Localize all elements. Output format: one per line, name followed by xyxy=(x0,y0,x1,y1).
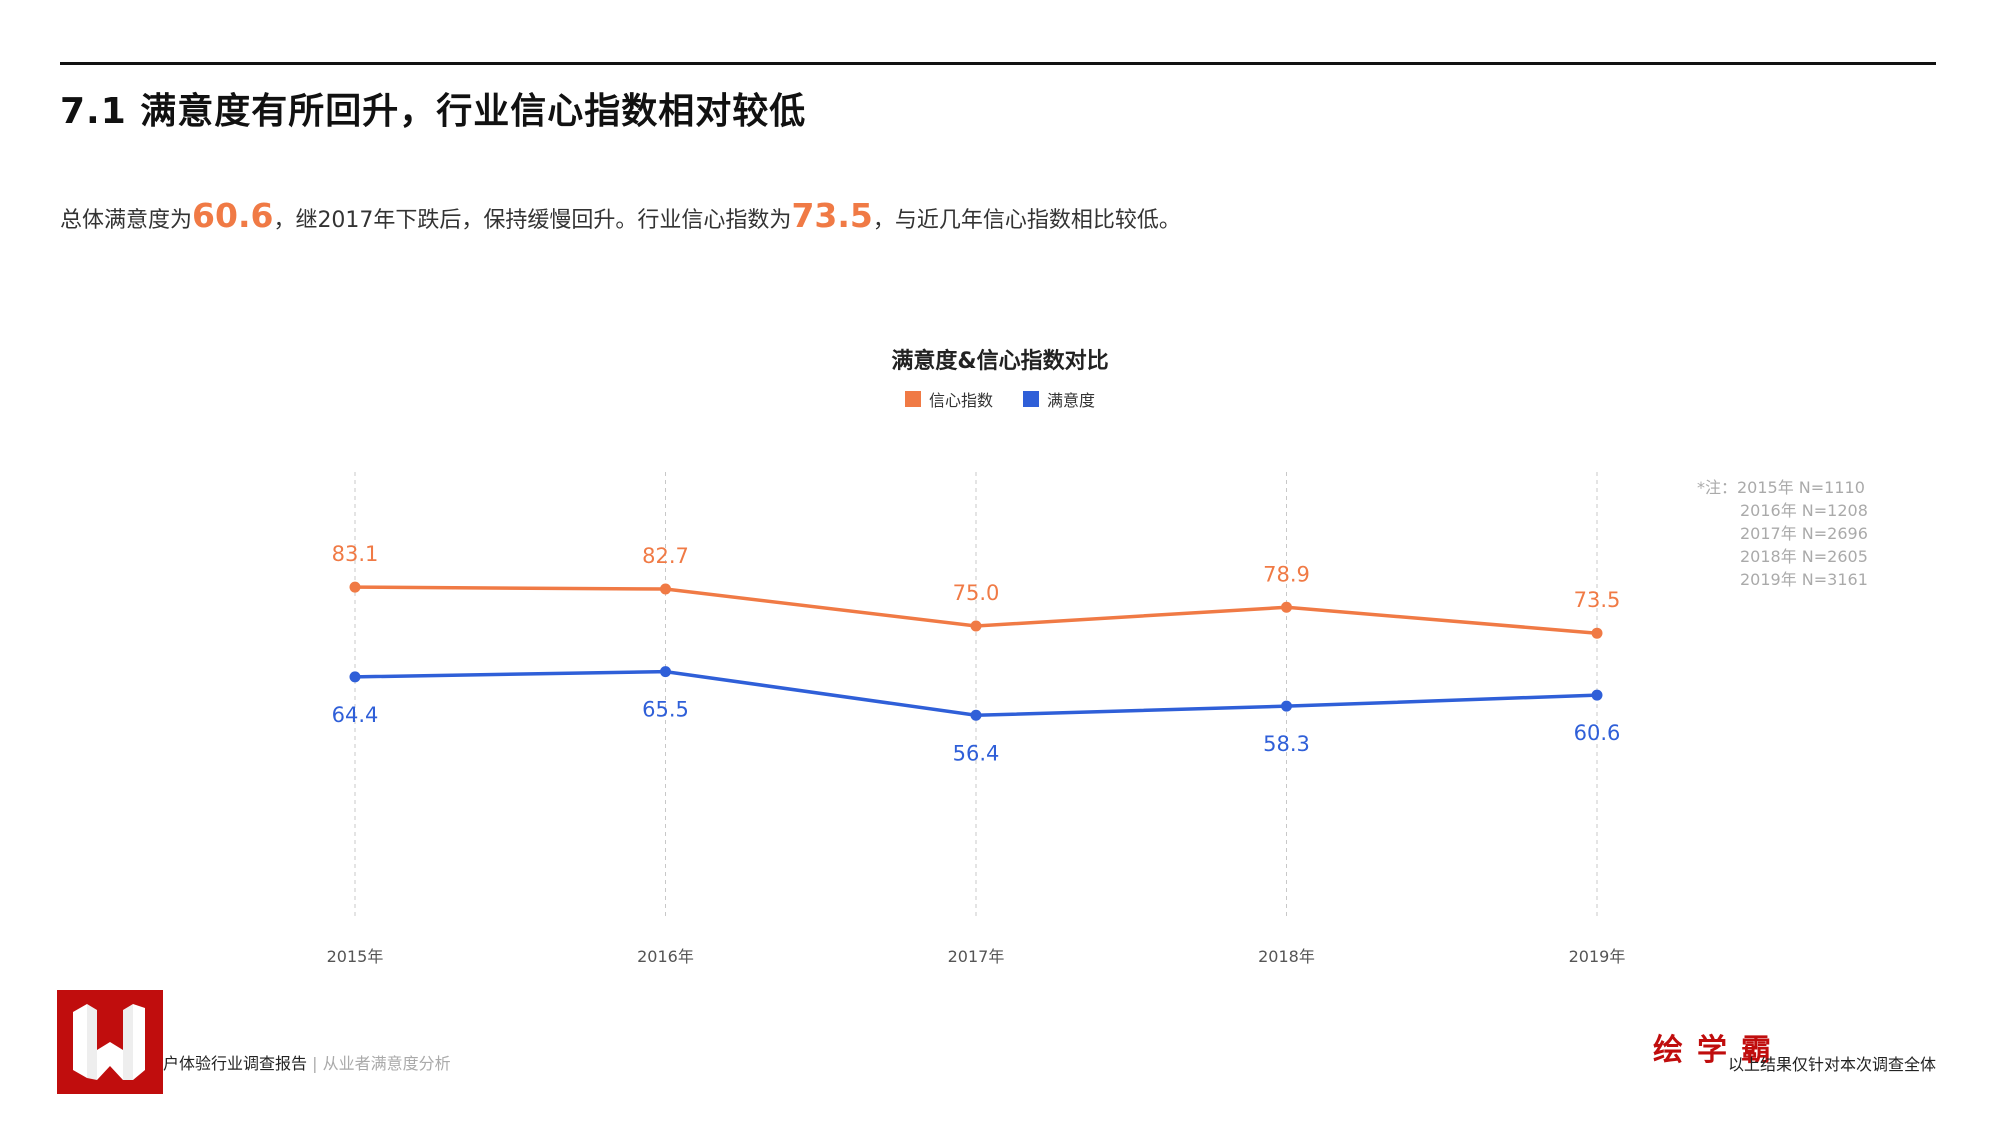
x-tick-label: 2019年 xyxy=(1569,947,1626,966)
chart-title: 满意度&信心指数对比 xyxy=(891,349,1109,374)
series-line-1 xyxy=(354,669,1598,718)
footer-report-title: 户体验行业调查报告 | 从业者满意度分析 xyxy=(163,1050,451,1074)
data-point xyxy=(660,583,671,595)
data-point xyxy=(1281,601,1292,613)
data-label: 60.6 xyxy=(1574,721,1621,745)
x-tick-label: 2015年 xyxy=(327,947,384,966)
legend-label: 满意度 xyxy=(1047,391,1096,410)
note-line: 2016年 N=1208 xyxy=(1740,501,1868,520)
data-label: 56.4 xyxy=(953,741,1000,765)
x-tick-label: 2016年 xyxy=(637,947,694,966)
data-label: 65.5 xyxy=(642,698,689,722)
data-label: 73.5 xyxy=(1574,588,1621,612)
satisfaction-highlight: 60.6 xyxy=(192,196,274,235)
data-point xyxy=(660,666,671,678)
section-name: 从业者满意度分析 xyxy=(322,1054,451,1073)
legend-swatch xyxy=(1023,391,1039,407)
data-label: 75.0 xyxy=(953,581,1000,605)
footer-disclaimer: 以上结果仅针对本次调查全体 xyxy=(1727,1055,1936,1074)
sample-size-note: *注：2015年 N=1110 2016年 N=1208 2017年 N=269… xyxy=(1697,476,1868,591)
data-label: 58.3 xyxy=(1263,732,1310,756)
x-tick-label: 2018年 xyxy=(1258,947,1315,966)
legend-item-satisfaction: 满意度 xyxy=(1023,387,1095,411)
x-tick-label: 2017年 xyxy=(948,947,1005,966)
data-point xyxy=(1591,627,1603,639)
legend-item-confidence: 信心指数 xyxy=(904,387,993,411)
data-point xyxy=(1591,689,1603,701)
data-point xyxy=(970,709,982,721)
data-point xyxy=(349,671,361,683)
logo xyxy=(57,990,163,1094)
brand-watermark: 绘学霸 xyxy=(1653,1033,1785,1068)
data-label: 82.7 xyxy=(642,544,689,568)
data-label: 64.4 xyxy=(332,703,379,727)
subtitle-text: ，与近几年信心指数相比较低。 xyxy=(872,208,1181,233)
page-subtitle: 总体满意度为60.6，继2017年下跌后，保持缓慢回升。行业信心指数为73.5，… xyxy=(60,196,1181,235)
note-line: *注：2015年 N=1110 xyxy=(1697,478,1865,497)
data-point xyxy=(1281,700,1292,712)
data-label: 83.1 xyxy=(332,542,379,566)
legend-label: 信心指数 xyxy=(928,391,993,410)
note-line: 2017年 N=2696 xyxy=(1740,524,1868,543)
report-name: 户体验行业调查报告 xyxy=(163,1054,308,1073)
note-line: 2019年 N=3161 xyxy=(1740,570,1868,589)
data-label: 78.9 xyxy=(1263,562,1310,586)
separator: | xyxy=(312,1054,318,1073)
subtitle-text: ，继2017年下跌后，保持缓慢回升。行业信心指数为 xyxy=(273,208,792,233)
legend-swatch xyxy=(904,391,921,407)
data-point xyxy=(970,620,982,632)
data-point xyxy=(349,581,361,593)
subtitle-text: 总体满意度为 xyxy=(60,208,193,233)
top-rule xyxy=(60,62,1936,65)
chart-legend: 信心指数 满意度 xyxy=(0,387,2000,411)
note-line: 2018年 N=2605 xyxy=(1740,547,1868,566)
page-title: 7.1 满意度有所回升，行业信心指数相对较低 xyxy=(60,91,807,132)
confidence-highlight: 73.5 xyxy=(791,196,873,235)
